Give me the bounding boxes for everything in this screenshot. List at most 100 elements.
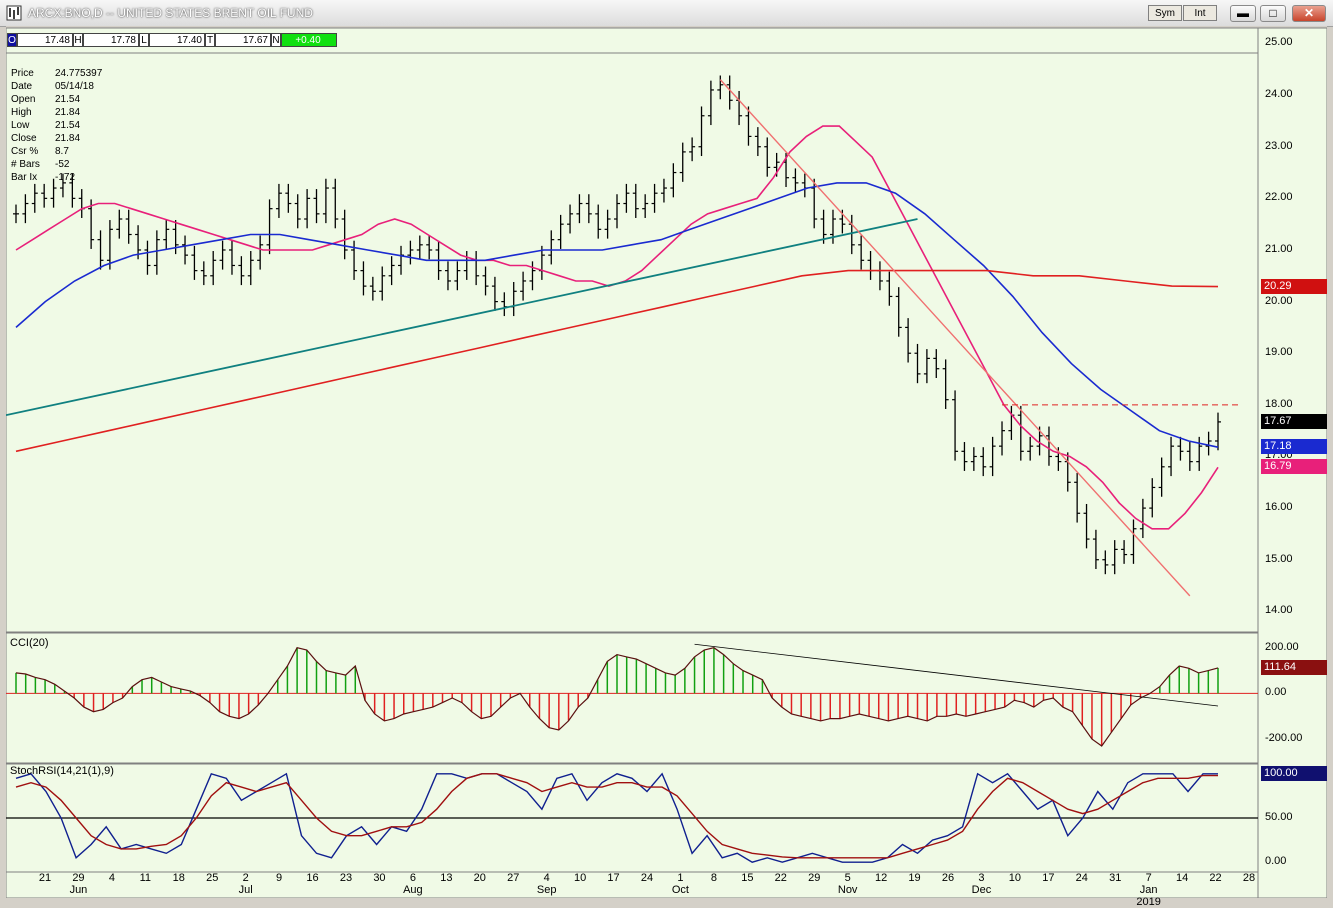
- rsi-value-tag: 100.00: [1261, 765, 1327, 781]
- interval-link-button[interactable]: Int: [1183, 5, 1217, 21]
- x-axis-day-label: 26: [941, 872, 955, 884]
- info-row: Open 21.54: [11, 93, 102, 106]
- x-axis-day-label: 8: [710, 872, 717, 884]
- x-axis-day-label: 3: [978, 872, 985, 884]
- info-value: 21.84: [55, 133, 81, 144]
- price-axis-tick: 16.00: [1265, 501, 1293, 514]
- x-axis-month-label: Oct: [671, 884, 689, 896]
- cci-line: [15, 647, 1219, 747]
- cci-divergence-line: [694, 643, 1219, 707]
- info-value: 8.7: [55, 146, 69, 157]
- x-axis-day-label: 4: [543, 872, 550, 884]
- price-axis-tick: 21.00: [1265, 242, 1293, 255]
- x-axis-day-label: 31: [1109, 872, 1122, 884]
- x-axis-month-label: Nov: [837, 884, 858, 896]
- ohlc-readout: O 17.48 H 17.78 L 17.40 T 17.67 N +0.40: [7, 33, 337, 47]
- last-price-tag: 17.67: [1261, 413, 1327, 429]
- info-label: # Bars: [11, 159, 40, 170]
- symbol-link-button[interactable]: Sym: [1148, 5, 1182, 21]
- cci-axis-tick: -200.00: [1265, 732, 1303, 745]
- x-axis-day-label: 15: [741, 872, 754, 884]
- rsi-axis-tick: 50.00: [1265, 811, 1293, 823]
- x-axis-month-label: Jun: [69, 884, 88, 896]
- cci-axis-tick: 0.00: [1265, 686, 1287, 699]
- ma-slow-line: [15, 269, 1219, 453]
- x-axis-month-label: Jul: [238, 884, 253, 896]
- x-axis-day-label: 16: [306, 872, 319, 884]
- x-axis-day-label: 22: [774, 872, 787, 884]
- close-button[interactable]: ✕: [1292, 5, 1326, 22]
- price-axis-tick: 24.00: [1265, 88, 1293, 101]
- ma-slow-tag: 20.29: [1261, 278, 1327, 294]
- info-row: Csr % 8.7: [11, 145, 102, 158]
- info-label: Csr %: [11, 146, 39, 157]
- x-axis-day-label: 1: [677, 872, 684, 884]
- cci-pane[interactable]: [6, 632, 1259, 764]
- x-axis-day-label: 25: [206, 872, 219, 884]
- price-pane[interactable]: [6, 27, 1259, 633]
- price-axis-tick: 19.00: [1265, 346, 1293, 359]
- open-key: O: [7, 33, 17, 47]
- x-axis-month-label: Aug: [403, 884, 423, 896]
- high-value: 17.78: [83, 33, 139, 47]
- uptrend-line: [6, 218, 918, 417]
- x-axis-day-label: 28: [1242, 872, 1256, 884]
- x-axis-day-label: 5: [844, 872, 851, 884]
- x-axis-month-label: Dec: [971, 884, 992, 896]
- x-axis-day-label: 19: [908, 872, 921, 884]
- net-change-value: +0.40: [281, 33, 337, 47]
- x-axis-day-label: 18: [172, 872, 185, 884]
- x-axis-day-label: 21: [38, 872, 52, 884]
- cci-axis-tick: 200.00: [1265, 640, 1299, 653]
- downtrend-line: [719, 79, 1191, 597]
- price-axis-tick: 25.00: [1265, 36, 1293, 49]
- price-axis-tick: 22.00: [1265, 191, 1293, 204]
- x-axis-day-label: 4: [108, 872, 115, 884]
- info-row: # Bars -52: [11, 158, 102, 171]
- info-row: High 21.84: [11, 106, 102, 119]
- window-title: ARCX:BNO,D -- UNITED STATES BRENT OIL FU…: [28, 6, 313, 20]
- info-value: 05/14/18: [55, 81, 94, 92]
- chart-area[interactable]: [6, 26, 1327, 898]
- cursor-info-panel: Price 24.775397 Date 05/14/18 Open 21.54 High 2…: [11, 67, 102, 184]
- open-value: 17.48: [17, 33, 73, 47]
- net-key: N: [271, 33, 281, 47]
- x-axis-month-label: Jan 2019: [1136, 884, 1161, 908]
- info-row: Close 21.84: [11, 132, 102, 145]
- cci-panel-title: CCI(20): [10, 637, 49, 649]
- stochrsi-signal-line: [15, 773, 1218, 859]
- x-axis-day-label: 14: [1175, 872, 1189, 884]
- info-label: Price: [11, 68, 34, 79]
- rsi-panel-title: StochRSI(14,21(1),9): [10, 765, 114, 777]
- chart-app-icon: [6, 5, 22, 21]
- x-axis-day-label: 24: [640, 872, 654, 884]
- x-axis-day-label: 2: [242, 872, 249, 884]
- info-value: 21.54: [55, 94, 81, 105]
- price-axis-tick: 15.00: [1265, 552, 1293, 565]
- ma-mid-line: [15, 182, 1219, 448]
- title-bar[interactable]: ARCX:BNO,D -- UNITED STATES BRENT OIL FU…: [0, 0, 1333, 27]
- info-row: Low 21.54: [11, 119, 102, 132]
- x-axis-day-label: 6: [409, 872, 416, 884]
- stochrsi-line: [15, 772, 1218, 863]
- close-key: T: [205, 33, 215, 47]
- price-axis-tick: 14.00: [1265, 604, 1293, 617]
- info-label: Bar Ix: [11, 172, 38, 183]
- info-label: High: [11, 107, 32, 118]
- x-axis-month-label: Sep: [536, 884, 557, 896]
- info-value: 21.54: [55, 120, 81, 131]
- info-row: Price 24.775397: [11, 67, 102, 80]
- info-label: Low: [11, 120, 30, 131]
- maximize-button[interactable]: □: [1260, 5, 1286, 22]
- x-axis-day-label: 20: [473, 872, 486, 884]
- rsi-axis-tick: 0.00: [1265, 855, 1287, 868]
- minimize-button[interactable]: ▬: [1230, 5, 1256, 22]
- x-axis-day-label: 24: [1075, 872, 1088, 884]
- info-label: Close: [11, 133, 37, 144]
- price-axis-tick: 20.00: [1265, 294, 1293, 307]
- x-axis-day-label: 30: [373, 872, 386, 884]
- x-axis-day-label: 29: [72, 872, 85, 884]
- x-axis-day-label: 27: [507, 872, 520, 884]
- ma-fast-tag: 16.79: [1261, 459, 1327, 475]
- x-axis-day-label: 11: [139, 872, 152, 884]
